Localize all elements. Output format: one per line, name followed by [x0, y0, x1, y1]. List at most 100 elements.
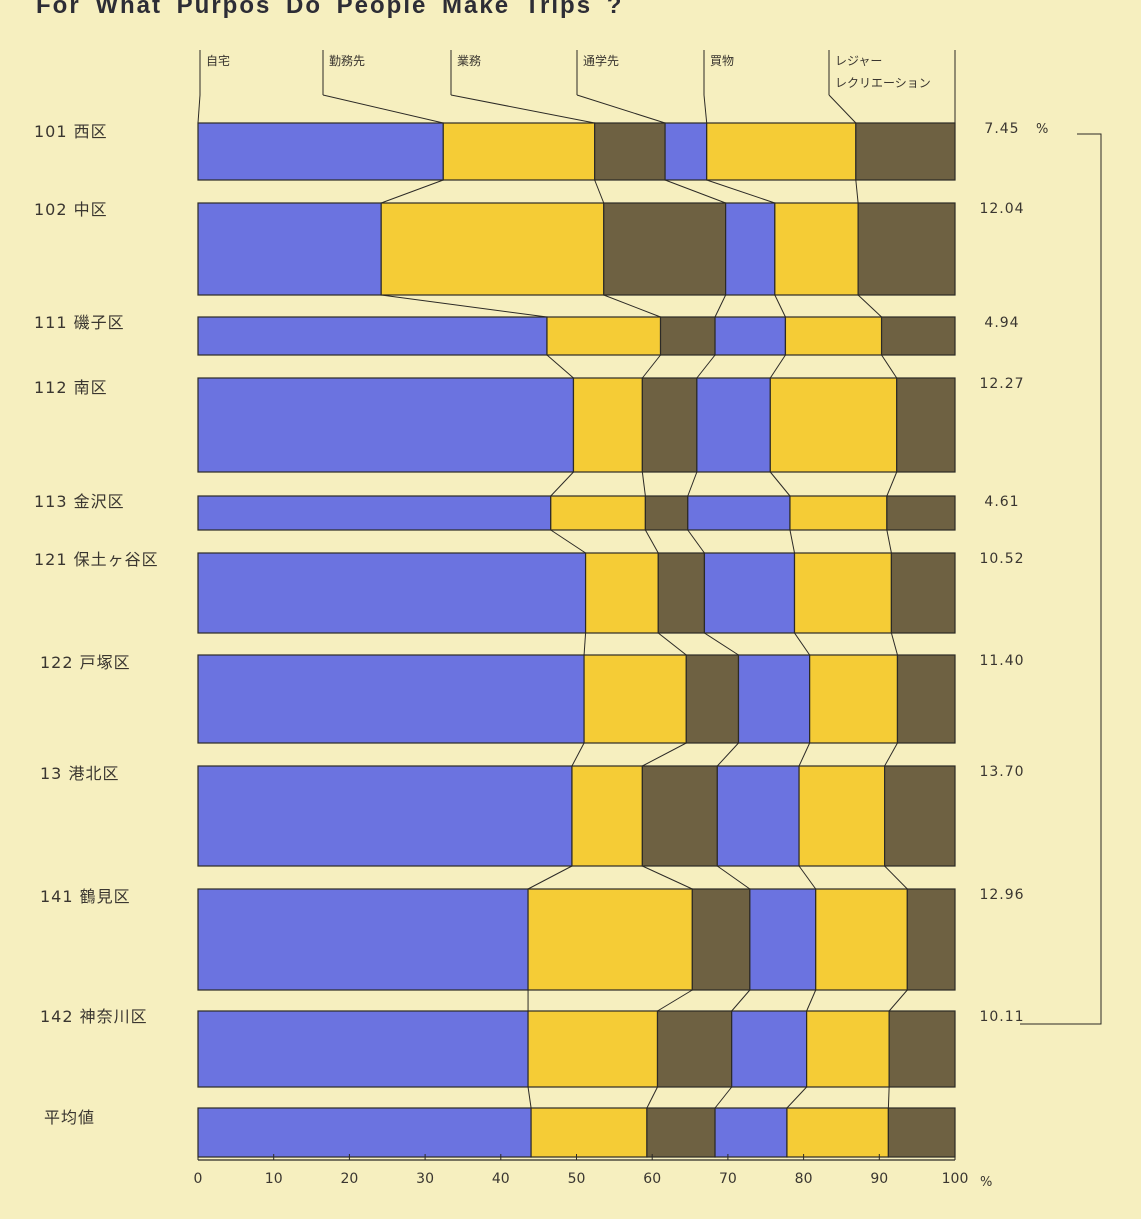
connector-line — [769, 354, 786, 379]
bar-row — [197, 495, 956, 531]
bar-row — [197, 122, 956, 181]
connector-line — [806, 989, 817, 1012]
connector-line — [890, 632, 898, 656]
connector-line — [798, 742, 811, 767]
bar-segment — [197, 765, 573, 867]
bar-rows — [197, 122, 956, 1158]
connector-line — [646, 1086, 658, 1109]
bar-segment — [644, 495, 689, 531]
bar-segment — [815, 888, 908, 991]
connector-line — [546, 354, 574, 379]
segment-label: レクリエーション — [835, 76, 931, 90]
x-tick-label: 100 — [942, 1171, 969, 1187]
connector-line — [794, 632, 811, 656]
value-labels: 7.45 % 12.04 4.94 12.27 4.61 10.52 11.40 13.70 12… — [979, 121, 1048, 1025]
row-label: 102 中区 — [34, 200, 108, 219]
bar-segment — [594, 122, 666, 181]
bar-segment — [798, 765, 886, 867]
bar-segment — [197, 654, 585, 744]
row-labels: 101 西区 102 中区 111 磯子区 112 南区 113 金沢区 121 保土ヶ谷… — [34, 122, 158, 1127]
connector-line — [550, 529, 586, 554]
bar-segment — [784, 316, 883, 356]
connector-line — [774, 294, 786, 318]
bar-segment — [769, 377, 898, 473]
header-leader — [450, 94, 595, 124]
connector-line — [381, 294, 548, 318]
bar-segment — [737, 654, 811, 744]
connector-line — [798, 865, 817, 890]
bar-segment — [887, 1107, 956, 1158]
total-bracket — [1020, 133, 1102, 1025]
bar-segment — [691, 888, 751, 991]
connector-line — [664, 179, 726, 204]
row-label: 112 南区 — [34, 378, 108, 397]
bar-segment — [886, 495, 956, 531]
bar-row — [197, 654, 956, 744]
connector-line — [704, 632, 739, 656]
bar-row — [197, 1107, 956, 1158]
segment-label: レジャー — [835, 54, 882, 68]
bar-segment — [530, 1107, 648, 1158]
x-tick-label: 50 — [568, 1171, 586, 1187]
connector-line — [786, 1086, 807, 1109]
segment-label: 買物 — [710, 54, 734, 68]
bar-segment — [197, 316, 548, 356]
connector-line — [644, 529, 659, 554]
connector-line — [381, 179, 444, 204]
row-label: 122 戸塚区 — [40, 653, 131, 672]
bar-segment — [572, 377, 643, 473]
connector-lines — [381, 179, 908, 1109]
x-tick-label: 30 — [416, 1171, 434, 1187]
bar-segment — [197, 1107, 532, 1158]
header-leader — [828, 94, 857, 124]
header-leader — [197, 94, 201, 124]
bar-segment — [890, 552, 956, 634]
bar-segment — [786, 1107, 889, 1158]
bar-segment — [641, 377, 698, 473]
header-leader — [322, 94, 444, 124]
bar-segment — [789, 495, 888, 531]
connector-line — [769, 471, 791, 497]
value-label: 13.70 — [979, 764, 1024, 780]
value-label: 4.94 — [984, 315, 1019, 331]
chart-title: For What Purpos Do People Make Trips ? — [36, 0, 624, 19]
segment-label: 自宅 — [206, 53, 230, 68]
bar-row — [197, 377, 956, 473]
bar-segment — [806, 1010, 890, 1088]
connector-line — [706, 179, 775, 204]
x-tick-label: 60 — [643, 1171, 661, 1187]
bar-segment — [714, 316, 787, 356]
bar-segment — [659, 316, 716, 356]
row-label: 111 磯子区 — [34, 313, 125, 332]
connector-line — [641, 354, 661, 379]
connector-line — [884, 742, 898, 767]
connector-line — [789, 529, 796, 554]
connector-line — [571, 742, 585, 767]
bar-segment — [603, 202, 727, 296]
bar-segment — [880, 316, 956, 356]
x-tick-label: 70 — [719, 1171, 737, 1187]
bracket-line — [1020, 133, 1102, 1025]
connector-line — [687, 471, 698, 497]
connector-line — [583, 632, 587, 656]
connector-line — [857, 294, 882, 318]
bar-segment — [774, 202, 859, 296]
connector-line — [887, 1086, 890, 1109]
bar-segment — [656, 1010, 733, 1088]
bar-segment — [896, 377, 956, 473]
connector-line — [603, 294, 661, 318]
connector-line — [886, 471, 898, 497]
x-tick-label: 80 — [795, 1171, 813, 1187]
bar-segment — [197, 122, 444, 181]
connector-line — [714, 1086, 733, 1109]
bar-segment — [857, 202, 956, 296]
bar-segment — [197, 552, 587, 634]
bar-segment — [696, 377, 771, 473]
bar-segment — [809, 654, 899, 744]
x-tick-label: 10 — [265, 1171, 283, 1187]
bar-segment — [793, 552, 893, 634]
connector-line — [716, 742, 739, 767]
bar-segment — [855, 122, 956, 181]
bar-segment — [716, 765, 800, 867]
